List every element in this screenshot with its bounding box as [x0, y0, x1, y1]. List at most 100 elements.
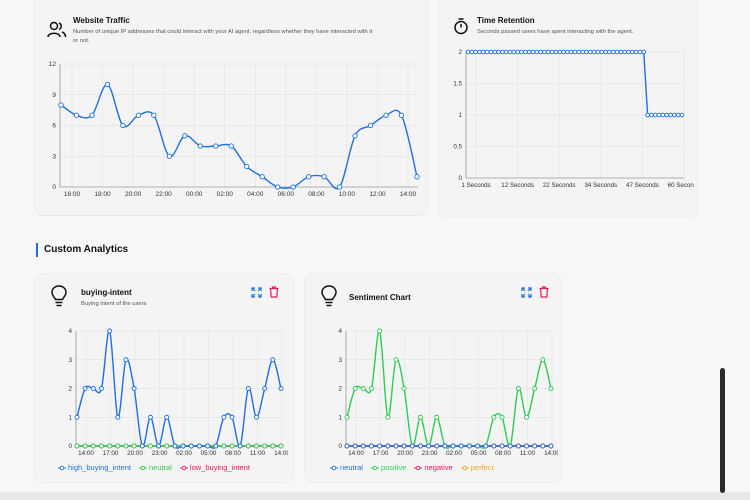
x-tick-label: 02:00 — [176, 450, 192, 457]
data-point — [515, 443, 521, 449]
data-point — [245, 443, 251, 449]
legend-marker-icon — [58, 465, 66, 470]
trash-icon[interactable] — [269, 286, 279, 298]
legend-label: negative — [424, 463, 453, 472]
data-point — [90, 386, 96, 391]
legend-item[interactable]: perfect — [460, 463, 494, 472]
data-point — [147, 443, 153, 449]
data-point — [290, 184, 296, 190]
data-point — [466, 443, 472, 449]
vertical-scrollbar[interactable] — [720, 368, 725, 493]
data-point — [180, 443, 186, 449]
data-point — [588, 49, 593, 55]
x-tick-label: 22 Seconds — [543, 182, 576, 189]
time-retention-card: Time Retention Seconds passed users have… — [438, 0, 698, 218]
data-point — [649, 112, 654, 118]
data-point — [496, 49, 501, 55]
x-tick-label: 60 Seconds — [668, 182, 694, 189]
x-tick-label: 14:00 — [544, 450, 558, 457]
data-point — [115, 443, 121, 449]
y-tick-label: 3 — [338, 357, 342, 364]
trash-icon[interactable] — [539, 286, 549, 298]
data-point — [270, 357, 276, 363]
data-point — [229, 414, 235, 420]
data-point — [90, 443, 96, 449]
page-footer-strip — [0, 492, 750, 500]
data-point — [369, 443, 374, 449]
legend-item[interactable]: neutral — [138, 463, 172, 472]
data-point — [89, 112, 95, 118]
data-point — [188, 443, 194, 449]
data-point — [228, 143, 234, 149]
data-point — [164, 414, 170, 420]
x-tick-label: 14:00 — [274, 450, 288, 457]
data-point — [576, 49, 582, 55]
data-point — [393, 357, 399, 363]
data-point — [123, 357, 129, 363]
legend-label: low_buying_intent — [189, 463, 250, 472]
data-point — [278, 386, 284, 391]
x-tick-label: 08:00 — [308, 191, 325, 198]
expand-icon[interactable] — [251, 287, 262, 298]
x-tick-label: 47 Seconds — [626, 182, 659, 189]
data-point — [398, 112, 405, 118]
data-point — [164, 443, 170, 449]
data-point — [540, 357, 546, 363]
x-tick-label: 14:00 — [78, 450, 94, 457]
y-tick-label: 3 — [68, 357, 72, 364]
data-point — [450, 443, 456, 449]
card-description: Buying intent of the users — [81, 301, 147, 307]
y-tick-label: 4 — [338, 328, 342, 335]
section-title: Custom Analytics — [36, 243, 128, 257]
users-icon — [47, 21, 67, 38]
data-point — [584, 49, 589, 55]
data-point — [120, 122, 126, 129]
card-description: Number of unique IP addresses that could… — [73, 29, 373, 44]
x-tick-label: 11:00 — [520, 450, 536, 457]
data-point — [656, 112, 662, 118]
data-point — [511, 49, 517, 55]
card-title: buying-intent — [81, 288, 132, 297]
y-tick-label: 2 — [68, 386, 72, 393]
data-point — [591, 49, 597, 55]
data-point — [74, 443, 80, 449]
data-point — [548, 443, 554, 449]
data-point — [672, 112, 677, 118]
data-point — [668, 112, 673, 118]
data-point — [626, 49, 631, 55]
x-tick-label: 1 Seconds — [461, 182, 490, 189]
data-point — [526, 49, 532, 55]
lightbulb-icon — [51, 285, 67, 307]
legend-label: positive — [380, 463, 407, 472]
expand-icon[interactable] — [521, 287, 532, 298]
data-point — [473, 49, 478, 55]
data-point — [548, 386, 554, 391]
legend-label: neutral — [148, 463, 172, 472]
data-point — [377, 443, 383, 449]
data-point — [393, 443, 399, 449]
x-tick-label: 11:00 — [250, 450, 266, 457]
legend-item[interactable]: low_buying_intent — [179, 463, 250, 472]
data-point — [275, 184, 281, 190]
x-tick-label: 02:00 — [217, 191, 234, 198]
data-point — [515, 386, 521, 391]
x-tick-label: 20:00 — [127, 450, 143, 457]
card-title: Website Traffic — [73, 16, 130, 25]
card-description: Seconds passed users have spent interact… — [477, 29, 634, 35]
legend-item[interactable]: neutral — [330, 463, 363, 472]
data-point — [196, 443, 202, 449]
legend-marker-icon — [370, 465, 379, 470]
data-point — [507, 49, 513, 55]
y-tick-label: 4 — [68, 328, 72, 335]
legend-item[interactable]: high_buying_intent — [58, 463, 131, 472]
data-point — [147, 414, 153, 420]
y-tick-label: 9 — [52, 92, 56, 99]
x-tick-label: 16:00 — [64, 191, 81, 198]
legend-item[interactable]: negative — [414, 463, 453, 472]
x-tick-label: 23:00 — [152, 450, 168, 457]
legend-item[interactable]: positive — [370, 463, 407, 472]
data-point — [507, 443, 513, 449]
data-point — [549, 49, 555, 55]
data-point — [367, 122, 374, 129]
x-tick-label: 23:00 — [422, 450, 438, 457]
